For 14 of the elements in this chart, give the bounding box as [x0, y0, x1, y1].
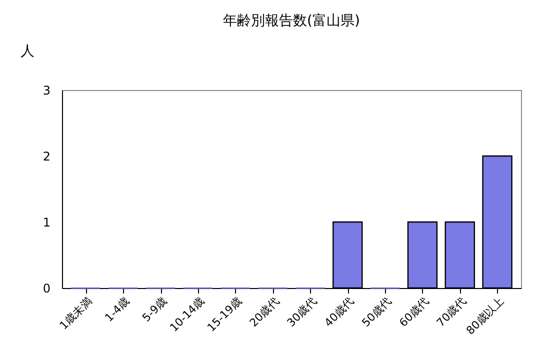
- y-tick-label: 3: [42, 84, 50, 98]
- x-tick-label: 40歳代: [322, 294, 357, 330]
- x-tick-label: 60歳代: [396, 294, 432, 330]
- y-tick-label: 0: [42, 282, 50, 296]
- x-tick-label: 50歳代: [359, 294, 394, 330]
- x-tick-label: 1-4歳: [102, 294, 132, 324]
- y-axis-title: 人: [20, 44, 34, 60]
- x-tick-label: 30歳代: [284, 294, 320, 330]
- y-tick-label: 1: [42, 216, 50, 230]
- x-tick-label: 5-9歳: [140, 294, 170, 324]
- x-tick-label: 20歳代: [247, 294, 282, 330]
- chart-title: 年齢別報告数(富山県): [223, 13, 360, 29]
- y-tick-label: 2: [42, 150, 50, 164]
- x-tick-label: 1歳未満: [57, 294, 95, 332]
